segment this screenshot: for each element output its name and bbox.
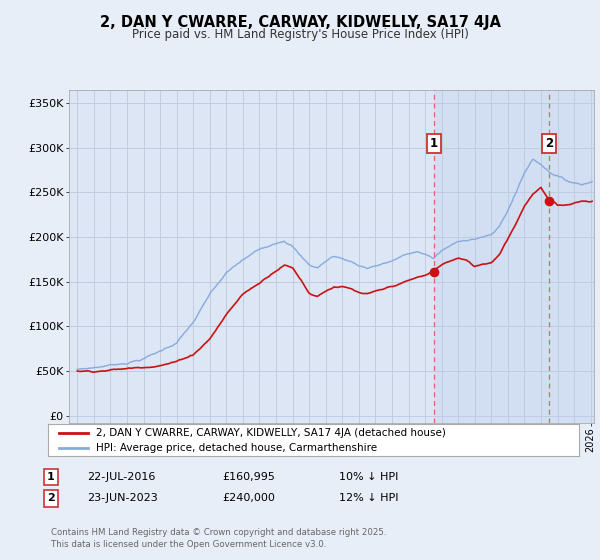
Bar xyxy=(434,90,594,423)
Text: £160,995: £160,995 xyxy=(222,472,275,482)
Text: 1: 1 xyxy=(47,472,55,482)
Text: Price paid vs. HM Land Registry's House Price Index (HPI): Price paid vs. HM Land Registry's House … xyxy=(131,28,469,41)
Text: 2, DAN Y CWARRE, CARWAY, KIDWELLY, SA17 4JA (detached house): 2, DAN Y CWARRE, CARWAY, KIDWELLY, SA17 … xyxy=(96,428,446,438)
Text: 1: 1 xyxy=(430,137,438,150)
Text: 10% ↓ HPI: 10% ↓ HPI xyxy=(339,472,398,482)
Text: HPI: Average price, detached house, Carmarthenshire: HPI: Average price, detached house, Carm… xyxy=(96,442,377,452)
Text: 23-JUN-2023: 23-JUN-2023 xyxy=(87,493,158,503)
Text: £240,000: £240,000 xyxy=(222,493,275,503)
Text: 22-JUL-2016: 22-JUL-2016 xyxy=(87,472,155,482)
Text: Contains HM Land Registry data © Crown copyright and database right 2025.
This d: Contains HM Land Registry data © Crown c… xyxy=(51,528,386,549)
Text: 2, DAN Y CWARRE, CARWAY, KIDWELLY, SA17 4JA: 2, DAN Y CWARRE, CARWAY, KIDWELLY, SA17 … xyxy=(100,15,500,30)
Text: 12% ↓ HPI: 12% ↓ HPI xyxy=(339,493,398,503)
Text: 2: 2 xyxy=(545,137,553,150)
Text: 2: 2 xyxy=(47,493,55,503)
